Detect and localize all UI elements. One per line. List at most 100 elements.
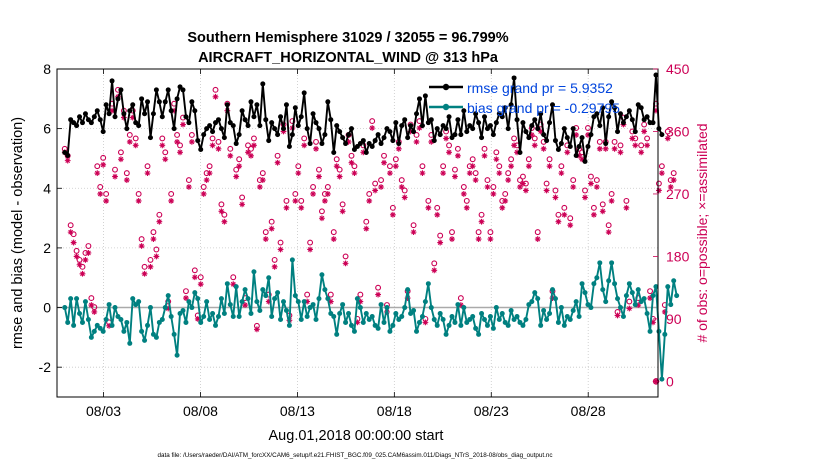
bias-point [567,316,573,322]
y-tick-label: 2 [43,240,51,256]
obs-assimilated-marker [369,125,376,131]
rmse-point [428,117,434,123]
bias-point [215,313,221,319]
bias-point [479,311,485,317]
bias-point [369,313,375,319]
rmse-point [275,132,281,138]
bias-point [547,311,553,317]
rmse-point [198,147,204,153]
obs-possible-marker [605,222,612,229]
obs-possible-marker [460,184,467,190]
chart-subtitle: AIRCRAFT_HORIZONTAL_WIND @ 313 hPa [198,50,499,66]
bias-point [425,281,431,287]
bias-point [278,316,284,322]
bias-point [168,313,174,319]
obs-possible-marker [250,135,257,142]
bias-point [431,316,437,322]
obs-possible-marker [626,298,633,305]
rmse-point [207,123,213,129]
bias-point [251,269,257,275]
obs-assimilated-marker [395,145,402,152]
bias-point [597,260,603,266]
bias-point [446,322,452,328]
rmse-point [201,132,207,138]
obs-assimilated-marker [505,177,512,183]
rmse-point [555,147,561,153]
bias-point [165,293,171,299]
rmse-point [310,111,316,117]
obs-possible-marker [366,191,373,197]
bias-point [505,322,511,328]
obs-possible-marker [440,163,447,170]
rmse-point [615,129,621,135]
obs-assimilated-marker [357,298,364,305]
obs-possible-marker [372,180,379,187]
rmse-point [307,141,313,147]
rmse-point [363,149,369,155]
bias-point [461,305,467,311]
obs-possible-marker [191,267,198,274]
obs-assimilated-marker [106,322,112,329]
rmse-point [470,126,476,132]
obs-assimilated-marker [650,319,656,326]
bias-point [544,316,550,322]
rmse-point [94,108,100,114]
obs-possible-marker [221,211,228,218]
obs-possible-marker [478,211,485,218]
obs-assimilated-marker [484,184,491,190]
rmse-point [529,123,535,129]
obs-possible-marker [236,156,243,163]
bias-point [561,322,567,328]
rmse-point [257,123,263,129]
obs-possible-marker [342,253,349,260]
obs-assimilated-marker [103,197,110,204]
rmse-point [269,120,275,126]
obs-assimilated-marker [97,191,104,197]
rmse-point [145,99,151,105]
bias-point [476,331,482,337]
rmse-point [272,126,278,132]
obs-assimilated-marker [79,270,86,277]
obs-assimilated-marker [345,138,352,145]
rmse-point [334,123,340,129]
obs-possible-marker [132,135,139,142]
y-tick-label: 4 [43,180,51,196]
obs-assimilated-marker [641,128,648,135]
bias-point [71,322,77,328]
rmse-point [653,72,659,78]
bias-point [233,284,239,290]
rmse-point [443,126,449,132]
obs-assimilated-marker [588,180,594,187]
bias-point [390,322,396,328]
rmse-point [251,114,257,120]
bias-point [109,322,115,328]
rmse-point [393,120,399,126]
obs-assimilated-marker [218,208,225,215]
obs-assimilated-marker [647,295,653,301]
bias-point [514,313,520,319]
obs-possible-marker [434,204,441,211]
obs-assimilated-marker [239,201,246,208]
obs-assimilated-marker [304,298,311,305]
obs-assimilated-marker [375,291,381,298]
rmse-point [464,129,470,135]
obs-assimilated-marker [248,152,254,159]
bias-point [393,311,399,317]
rmse-point [162,99,168,105]
obs-assimilated-marker [360,149,367,156]
obs-possible-marker [552,187,559,194]
obs-possible-marker [85,243,92,249]
rmse-point [189,99,195,105]
obs-possible-marker [233,166,240,173]
bias-point [541,308,547,314]
bias-point [65,319,71,325]
bias-point [644,311,650,317]
bias-point [558,305,564,311]
legend-bias-label: bias grand pr = -0.29795 [467,100,620,116]
obs-assimilated-marker [404,295,411,301]
obs-possible-marker [437,232,444,239]
rmse-point [505,126,511,132]
bias-point [201,313,207,319]
obs-assimilated-marker [153,253,160,260]
bias-point [272,296,278,302]
